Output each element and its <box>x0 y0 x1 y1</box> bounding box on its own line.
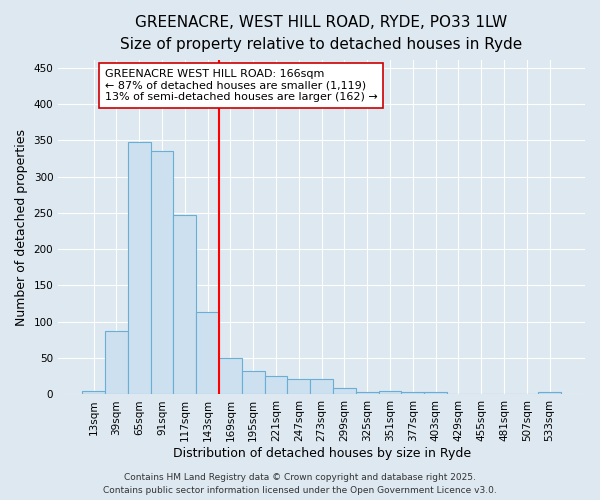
Bar <box>105 330 128 394</box>
Bar <box>196 312 219 394</box>
Bar <box>128 142 151 394</box>
Text: GREENACRE WEST HILL ROAD: 166sqm
← 87% of detached houses are smaller (1,119)
13: GREENACRE WEST HILL ROAD: 166sqm ← 87% o… <box>105 69 377 102</box>
Bar <box>287 379 310 394</box>
Bar <box>401 392 424 394</box>
X-axis label: Distribution of detached houses by size in Ryde: Distribution of detached houses by size … <box>173 447 470 460</box>
Bar <box>379 391 401 394</box>
Bar <box>151 151 173 394</box>
Y-axis label: Number of detached properties: Number of detached properties <box>15 129 28 326</box>
Bar <box>333 388 356 394</box>
Bar <box>310 379 333 394</box>
Bar <box>219 358 242 395</box>
Title: GREENACRE, WEST HILL ROAD, RYDE, PO33 1LW
Size of property relative to detached : GREENACRE, WEST HILL ROAD, RYDE, PO33 1L… <box>121 15 523 52</box>
Bar <box>265 376 287 394</box>
Bar <box>242 371 265 394</box>
Bar <box>424 392 447 394</box>
Bar <box>356 392 379 394</box>
Text: Contains HM Land Registry data © Crown copyright and database right 2025.
Contai: Contains HM Land Registry data © Crown c… <box>103 474 497 495</box>
Bar <box>82 391 105 394</box>
Bar <box>538 392 561 394</box>
Bar <box>173 215 196 394</box>
